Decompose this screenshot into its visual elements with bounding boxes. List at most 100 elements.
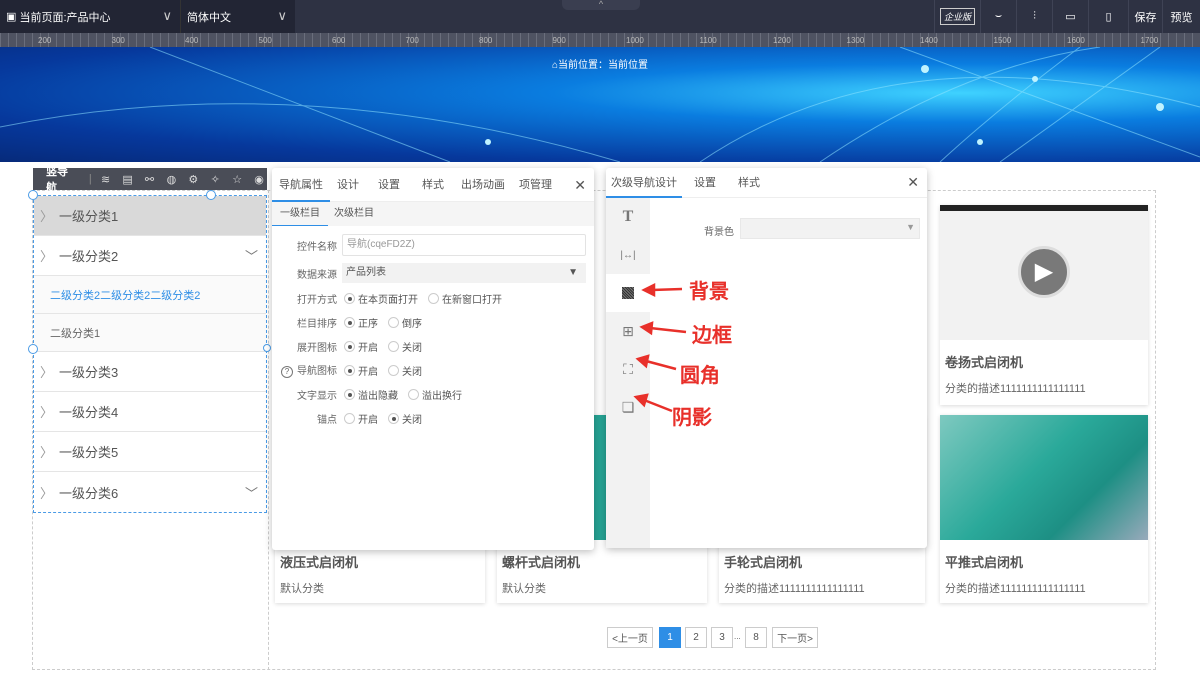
subtab-level2[interactable]: 次级栏目 bbox=[334, 208, 374, 219]
resize-handle[interactable] bbox=[28, 190, 38, 200]
eye-icon[interactable]: ◉ bbox=[254, 173, 264, 186]
radio-option[interactable]: 开启 bbox=[342, 411, 378, 426]
chevron-right-icon: 〉 bbox=[40, 249, 54, 264]
ruler-tick: 300 bbox=[111, 36, 125, 45]
preview-button[interactable]: 预览 bbox=[1162, 0, 1200, 33]
field-label: 打开方式 bbox=[272, 291, 342, 306]
background-icon[interactable] bbox=[606, 274, 650, 312]
save-button[interactable]: 保存 bbox=[1128, 0, 1162, 33]
resize-handle[interactable] bbox=[28, 344, 38, 354]
radio-option[interactable]: 正序 bbox=[342, 315, 378, 330]
radio-option[interactable]: 溢出换行 bbox=[406, 387, 462, 402]
gear-icon[interactable]: ⚙ bbox=[188, 173, 199, 186]
play-icon[interactable]: ▶ bbox=[1018, 246, 1070, 298]
shadow-icon[interactable]: ❏ bbox=[621, 398, 635, 415]
radio-option[interactable]: 在本页面打开 bbox=[342, 291, 418, 306]
palette-icon[interactable]: ◍ bbox=[166, 173, 177, 186]
ruler-tick: 1300 bbox=[846, 36, 865, 45]
link-icon[interactable]: ⚯ bbox=[144, 173, 155, 186]
page-1-button[interactable]: 1 bbox=[659, 627, 681, 648]
bg-color-select[interactable]: ▼ bbox=[740, 218, 920, 239]
tab-settings[interactable]: 设置 bbox=[694, 176, 716, 189]
nav-item-3[interactable]: 〉一级分类3 bbox=[34, 352, 266, 392]
magic-icon[interactable]: ✧ bbox=[210, 173, 220, 186]
radio-button[interactable] bbox=[428, 292, 439, 304]
radio-option[interactable]: 关闭 bbox=[386, 363, 422, 378]
nav-item-label: 一级分类2 bbox=[59, 249, 119, 264]
star-icon[interactable]: ☆ bbox=[232, 173, 243, 186]
radio-button[interactable] bbox=[344, 388, 355, 400]
align-button[interactable]: ⫶ bbox=[1016, 0, 1052, 33]
nav-item-6[interactable]: 〉一级分类6 ﹀ bbox=[34, 472, 266, 512]
tab-sub-nav-design[interactable]: 次级导航设计 bbox=[606, 168, 682, 198]
home-icon: ⌂ bbox=[551, 60, 559, 71]
chevron-down-icon[interactable]: ﹀ bbox=[244, 485, 258, 501]
page-select[interactable]: ▣ 当前页面:产品中心 ∨ bbox=[0, 0, 180, 33]
nav-item-5[interactable]: 〉一级分类5 bbox=[34, 432, 266, 472]
radio-button[interactable] bbox=[408, 388, 419, 400]
nav-item-1[interactable]: 〉一级分类1 bbox=[34, 196, 266, 236]
resize-handle[interactable] bbox=[206, 190, 216, 200]
radio-option[interactable]: 开启 bbox=[342, 339, 378, 354]
tab-item-manage[interactable]: 项管理 bbox=[519, 178, 552, 191]
subnav-item[interactable]: 二级分类1 bbox=[34, 314, 266, 352]
next-page-button[interactable]: 下一页> bbox=[772, 627, 818, 648]
radio-button[interactable] bbox=[388, 316, 399, 328]
tab-design[interactable]: 设计 bbox=[337, 178, 359, 191]
radius-icon[interactable]: ⛶ bbox=[623, 360, 633, 377]
chevron-down-icon[interactable]: ﹀ bbox=[244, 249, 258, 264]
prev-page-button[interactable]: <上一页 bbox=[607, 627, 653, 648]
close-icon[interactable]: ✕ bbox=[574, 177, 586, 193]
tab-style[interactable]: 样式 bbox=[422, 178, 444, 191]
radio-button[interactable] bbox=[344, 412, 355, 424]
data-source-value: 产品列表 bbox=[346, 267, 386, 278]
eye-closed-button[interactable]: ⌣ bbox=[980, 0, 1016, 33]
close-icon[interactable]: ✕ bbox=[907, 174, 919, 190]
text-icon[interactable]: T bbox=[622, 208, 634, 225]
tab-animation[interactable]: 出场动画 bbox=[461, 178, 505, 191]
radio-label: 正序 bbox=[358, 318, 378, 330]
tab-style[interactable]: 样式 bbox=[738, 176, 760, 189]
ruler-tick: 1600 bbox=[1067, 36, 1085, 45]
radio-option[interactable]: 溢出隐藏 bbox=[342, 387, 398, 402]
page-icon[interactable]: ▤ bbox=[122, 173, 133, 186]
field-label-text: 展开图标 bbox=[297, 342, 337, 354]
subtab-level1[interactable]: 一级栏目 bbox=[272, 202, 328, 226]
nav-item-4[interactable]: 〉一级分类4 bbox=[34, 392, 266, 432]
subnav-item[interactable]: 二级分类2二级分类2二级分类2 bbox=[34, 276, 266, 314]
radio-button[interactable] bbox=[344, 340, 355, 352]
page-2-button[interactable]: 2 bbox=[685, 627, 707, 648]
radio-button[interactable] bbox=[344, 292, 355, 304]
radio-button[interactable] bbox=[388, 364, 399, 376]
resize-handle[interactable] bbox=[263, 344, 271, 352]
radio-option[interactable]: 开启 bbox=[342, 363, 378, 378]
collapse-toolbar-tab[interactable]: ^ bbox=[562, 0, 640, 10]
radio-option[interactable]: 关闭 bbox=[386, 339, 422, 354]
data-source-select[interactable]: 产品列表 ▼ bbox=[342, 263, 586, 283]
radio-button[interactable] bbox=[388, 412, 399, 424]
tab-nav-properties[interactable]: 导航属性 bbox=[272, 168, 330, 202]
radio-button[interactable] bbox=[344, 364, 355, 376]
page-3-button[interactable]: 3 bbox=[711, 627, 733, 648]
nav-item-2[interactable]: 〉一级分类2 ﹀ bbox=[34, 236, 266, 276]
help-icon[interactable]: ? bbox=[281, 366, 293, 378]
radio-option[interactable]: 关闭 bbox=[386, 411, 422, 426]
radio-button[interactable] bbox=[344, 316, 355, 328]
vertical-nav: 〉一级分类1 〉一级分类2 ﹀ 二级分类2二级分类2二级分类2 二级分类1 〉一级… bbox=[33, 195, 267, 513]
control-name-input[interactable]: 导航(cqeFD2Z) bbox=[342, 234, 586, 256]
mobile-icon[interactable]: ▯ bbox=[1088, 0, 1128, 33]
product-card[interactable]: ▶ 卷扬式启闭机 分类的描述1111111111111111 bbox=[940, 205, 1148, 405]
product-title: 液压式启闭机 bbox=[280, 555, 359, 570]
radio-button[interactable] bbox=[388, 340, 399, 352]
border-icon[interactable]: ⊞ bbox=[622, 322, 634, 339]
edition-badge[interactable]: 企业版 bbox=[934, 0, 980, 33]
language-select[interactable]: 简体中文 ∨ bbox=[180, 0, 295, 33]
spacing-icon[interactable]: |↔| bbox=[620, 249, 636, 261]
radio-option[interactable]: 倒序 bbox=[386, 315, 422, 330]
layers-icon[interactable]: ≋ bbox=[101, 173, 111, 186]
radio-option[interactable]: 在新窗口打开 bbox=[426, 291, 502, 306]
page-8-button[interactable]: 8 bbox=[745, 627, 767, 648]
product-card[interactable]: 平推式启闭机 分类的描述1111111111111111 bbox=[940, 415, 1148, 603]
desktop-icon[interactable]: ▭ bbox=[1052, 0, 1088, 33]
tab-settings[interactable]: 设置 bbox=[378, 178, 400, 191]
